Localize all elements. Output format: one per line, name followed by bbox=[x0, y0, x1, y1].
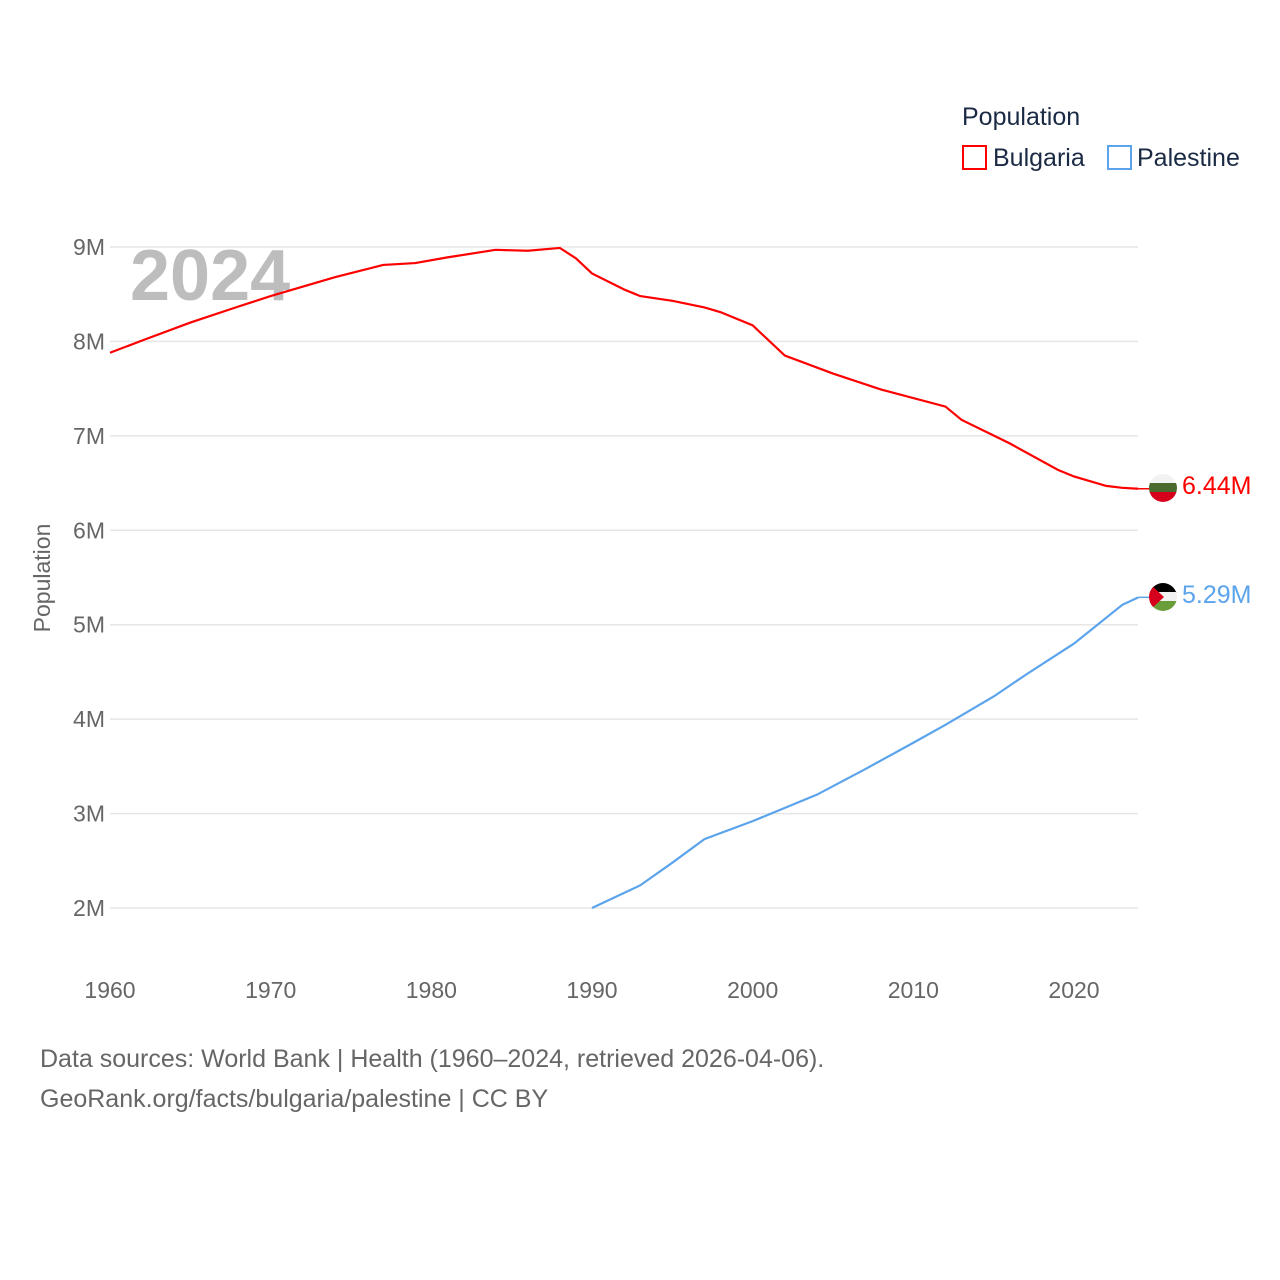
x-tick-label: 1980 bbox=[406, 977, 457, 1003]
palestine-end-label: 5.29M bbox=[1182, 581, 1251, 609]
legend-swatch-palestine[interactable] bbox=[1107, 145, 1132, 170]
y-tick-label: 2M bbox=[73, 895, 105, 921]
legend-swatch-bulgaria[interactable] bbox=[962, 145, 987, 170]
legend: Population Bulgaria Palestine bbox=[962, 103, 1240, 172]
x-tick-label: 2000 bbox=[727, 977, 778, 1003]
legend-title: Population bbox=[962, 103, 1080, 131]
x-tick-label: 2010 bbox=[888, 977, 939, 1003]
population-chart: 2024 2M 3M 4M 5M 6M 7M 8M 9M 1960 1970 1980 1990 20… bbox=[29, 103, 1251, 1003]
x-tick-label: 1960 bbox=[84, 977, 135, 1003]
y-tick-label: 9M bbox=[73, 234, 105, 260]
y-tick-label: 7M bbox=[73, 423, 105, 449]
series-line-bulgaria[interactable] bbox=[109, 246, 1139, 490]
y-axis-label: Population bbox=[29, 524, 55, 633]
y-tick-label: 5M bbox=[73, 612, 105, 638]
series-line-palestine[interactable] bbox=[591, 596, 1139, 909]
y-tick-label: 6M bbox=[73, 517, 105, 543]
bulgaria-flag-icon bbox=[1149, 474, 1177, 502]
x-tick-label: 1970 bbox=[245, 977, 296, 1003]
x-tick-label: 2020 bbox=[1048, 977, 1099, 1003]
data-source-text: Data sources: World Bank | Health (1960–… bbox=[40, 1045, 825, 1073]
legend-label-bulgaria[interactable]: Bulgaria bbox=[993, 144, 1085, 172]
legend-label-palestine[interactable]: Palestine bbox=[1137, 144, 1240, 172]
attribution-text[interactable]: GeoRank.org/facts/bulgaria/palestine | C… bbox=[40, 1085, 549, 1113]
y-tick-label: 8M bbox=[73, 328, 105, 354]
y-tick-label: 3M bbox=[73, 801, 105, 827]
y-tick-label: 4M bbox=[73, 706, 105, 732]
year-watermark: 2024 bbox=[130, 236, 290, 316]
x-tick-label: 1990 bbox=[566, 977, 617, 1003]
bulgaria-end-label: 6.44M bbox=[1182, 472, 1251, 500]
palestine-flag-icon bbox=[1149, 583, 1177, 611]
